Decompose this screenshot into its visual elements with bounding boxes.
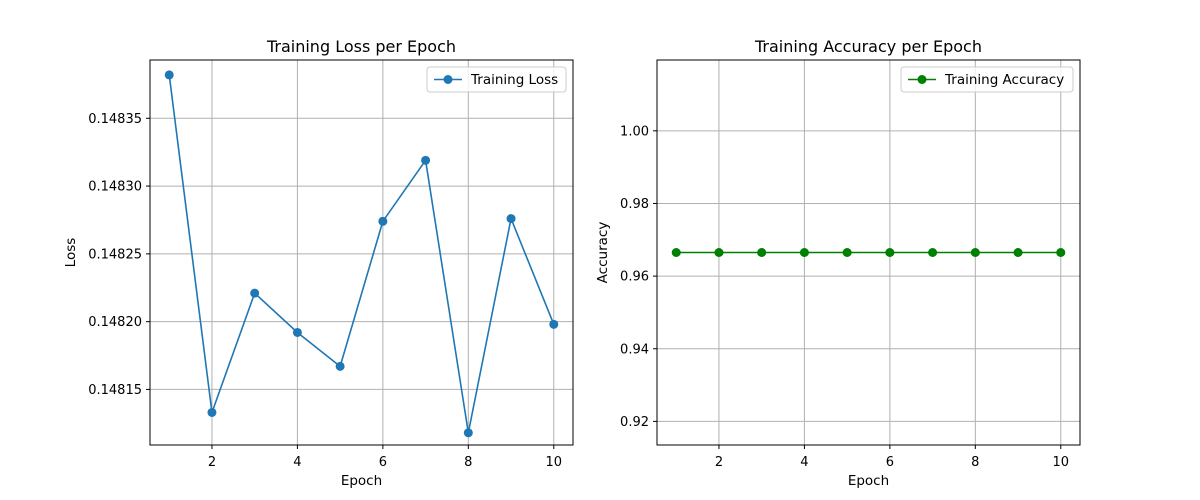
x-axis-label: Epoch <box>341 473 382 489</box>
accuracy-data-point <box>842 248 852 257</box>
legend-box <box>426 66 567 93</box>
loss-data-point <box>250 288 260 298</box>
loss-data-point <box>207 407 217 417</box>
y-tick-label: 0.96 <box>620 270 649 285</box>
y-tick-label: 0.98 <box>620 197 649 212</box>
x-tick-label: 10 <box>545 455 562 470</box>
legend: Training Loss <box>426 66 567 93</box>
x-tick-label: 6 <box>379 455 387 470</box>
loss-data-point <box>463 428 473 438</box>
accuracy-data-point <box>928 248 938 257</box>
x-tick-label: 2 <box>715 455 723 470</box>
x-tick-label: 10 <box>1052 455 1069 470</box>
y-tick-label: 0.14835 <box>88 112 142 127</box>
y-axis-label: Loss <box>63 238 79 268</box>
y-tick-label: 0.14820 <box>88 315 142 330</box>
legend-marker <box>443 75 453 84</box>
loss-data-point <box>292 327 302 337</box>
x-tick-label: 8 <box>971 455 979 470</box>
loss-data-point <box>506 214 516 224</box>
y-tick-label: 0.14825 <box>88 247 142 262</box>
x-axis-label: Epoch <box>848 473 889 489</box>
accuracy-chart: 2 4 6 8 10 0.92 0.94 0.96 0.98 1.00 Training Accur… <box>595 37 1081 489</box>
accuracy-data-point <box>714 248 724 257</box>
y-tick-label: 1.00 <box>620 124 649 139</box>
accuracy-data-point <box>970 248 980 257</box>
accuracy-data-point <box>885 248 895 257</box>
plot-frame <box>656 59 1081 446</box>
loss-chart: 2 4 6 8 10 0.14815 0.14820 0.14825 0.14830 0.1483… <box>63 37 574 489</box>
loss-data-point <box>549 319 559 329</box>
loss-data-point <box>378 216 388 226</box>
accuracy-data-point <box>1013 248 1023 257</box>
legend-box <box>900 66 1074 93</box>
legend-label: Training Loss <box>470 72 558 88</box>
y-tick-label: 0.94 <box>620 342 649 357</box>
loss-data-point <box>421 155 431 165</box>
x-tick-label: 2 <box>208 455 216 470</box>
x-tick-label: 8 <box>464 455 472 470</box>
x-tick-label: 4 <box>800 455 808 470</box>
chart-title: Training Loss per Epoch <box>266 37 456 56</box>
legend: Training Accuracy <box>900 66 1074 93</box>
loss-data-point <box>164 70 174 80</box>
y-tick-label: 0.14830 <box>88 180 142 195</box>
x-tick-label: 4 <box>293 455 301 470</box>
x-tick-label: 6 <box>886 455 894 470</box>
legend-label: Training Accuracy <box>944 72 1064 88</box>
plot-frame <box>149 59 574 446</box>
y-axis-label: Accuracy <box>595 222 611 284</box>
accuracy-data-point <box>757 248 767 257</box>
loss-series-line <box>168 74 555 433</box>
y-tick-label: 0.92 <box>620 415 649 430</box>
y-tick-label: 0.14815 <box>88 383 142 398</box>
legend-marker <box>917 75 927 84</box>
loss-data-point <box>335 361 345 371</box>
accuracy-data-point <box>1056 248 1066 257</box>
accuracy-data-point <box>671 248 681 257</box>
chart-title: Training Accuracy per Epoch <box>754 37 982 56</box>
accuracy-data-point <box>799 248 809 257</box>
